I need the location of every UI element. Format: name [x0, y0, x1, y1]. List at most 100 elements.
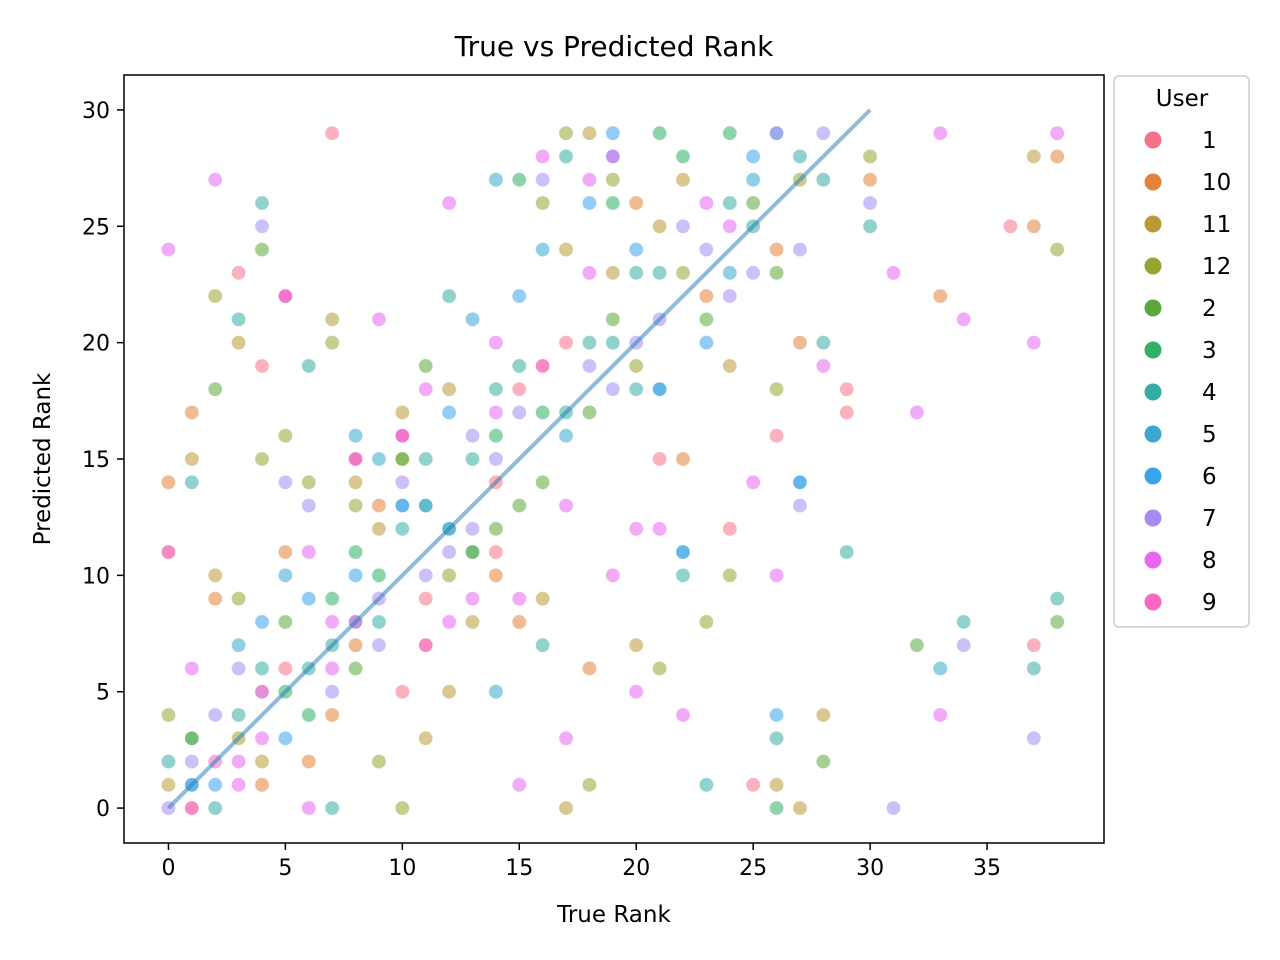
data-point-user-1: [839, 381, 855, 397]
data-point-user-7: [301, 497, 317, 514]
data-point-user-7: [722, 288, 738, 304]
data-point-user-8: [535, 148, 551, 165]
data-point-user-1: [768, 428, 785, 444]
data-point-user-2: [745, 195, 761, 211]
data-point-user-3: [371, 567, 387, 583]
data-point-user-10: [1026, 218, 1042, 234]
data-point-user-11: [207, 567, 223, 583]
data-point-user-4: [698, 777, 714, 793]
data-point-user-8: [885, 265, 902, 281]
data-point-user-3: [511, 172, 527, 188]
data-point-user-7: [768, 125, 785, 141]
data-point-user-11: [394, 404, 410, 421]
data-point-user-9: [418, 637, 434, 653]
data-point-user-5: [231, 637, 247, 653]
data-point-user-12: [394, 800, 410, 816]
legend-marker-user-4: [1144, 383, 1162, 401]
data-point-user-8: [909, 404, 925, 421]
x-axis: 0 5 10 15 20 25 30 35: [161, 843, 1001, 881]
legend-label-user-1: 1: [1202, 128, 1217, 154]
data-point-user-4: [839, 544, 855, 560]
data-point-user-2: [488, 521, 504, 537]
data-point-user-6: [254, 614, 270, 630]
data-point-user-3: [605, 195, 621, 211]
data-point-user-4: [418, 451, 434, 467]
data-point-user-7: [535, 172, 551, 188]
data-point-user-2: [581, 404, 598, 421]
x-tick-label: 20: [622, 856, 650, 881]
x-tick-label: 25: [739, 856, 767, 881]
data-point-user-8: [605, 567, 621, 583]
data-point-user-4: [862, 218, 878, 234]
data-point-user-9: [535, 358, 551, 374]
data-point-user-9: [277, 288, 293, 304]
data-point-user-1: [745, 777, 761, 793]
legend-marker-user-6: [1144, 467, 1162, 485]
data-point-user-8: [558, 497, 574, 514]
data-point-user-7: [464, 428, 481, 444]
data-point-user-2: [207, 381, 223, 397]
legend-marker-user-10: [1144, 173, 1162, 191]
data-point-user-7: [488, 451, 504, 467]
data-point-user-1: [558, 335, 574, 351]
data-point-user-9: [160, 544, 177, 560]
data-point-user-6: [652, 381, 668, 397]
legend-marker-user-7: [1144, 509, 1162, 527]
data-point-user-10: [301, 753, 317, 770]
data-point-user-2: [535, 474, 551, 490]
data-point-user-3: [347, 544, 364, 560]
legend-box: [1113, 75, 1250, 628]
data-point-user-10: [698, 288, 714, 304]
data-point-user-7: [464, 521, 481, 537]
data-point-user-11: [184, 451, 200, 467]
data-point-user-2: [909, 637, 925, 653]
data-point-user-4: [535, 637, 551, 653]
data-point-user-3: [464, 544, 481, 560]
data-point-user-3: [535, 404, 551, 421]
data-point-user-11: [558, 800, 574, 816]
data-point-user-11: [1026, 148, 1042, 165]
data-point-user-2: [1049, 614, 1065, 630]
x-tick-label: 30: [856, 856, 884, 881]
data-point-user-7: [815, 125, 831, 141]
data-point-user-6: [605, 125, 621, 141]
data-point-user-12: [628, 358, 644, 374]
data-point-user-12: [254, 451, 270, 467]
data-point-user-7: [956, 637, 972, 653]
legend-label-user-7: 7: [1202, 506, 1217, 532]
data-point-user-10: [1049, 148, 1065, 165]
data-point-user-8: [254, 730, 270, 746]
data-point-user-4: [792, 148, 808, 165]
data-point-user-8: [488, 335, 504, 351]
legend-label-user-8: 8: [1202, 548, 1217, 574]
data-point-user-8: [441, 614, 457, 630]
data-point-user-5: [558, 428, 574, 444]
legend-label-user-12: 12: [1202, 254, 1231, 280]
data-point-user-12: [558, 125, 574, 141]
y-axis: 0 5 10 15 20 25 30: [82, 99, 124, 822]
data-point-user-12: [160, 707, 177, 723]
data-point-user-1: [254, 358, 270, 374]
data-point-user-12: [535, 195, 551, 211]
data-point-user-10: [792, 335, 808, 351]
data-point-user-4: [815, 172, 831, 188]
data-point-user-7: [254, 218, 270, 234]
data-point-user-12: [371, 753, 387, 770]
data-point-user-1: [324, 125, 340, 141]
y-tick-label: 0: [96, 797, 110, 822]
data-point-user-7: [207, 707, 223, 723]
data-point-user-1: [1026, 637, 1042, 653]
data-point-user-6: [768, 707, 785, 723]
data-point-user-6: [675, 544, 691, 560]
data-point-user-8: [441, 195, 457, 211]
data-point-user-4: [231, 707, 247, 723]
data-point-user-10: [862, 172, 878, 188]
legend-marker-user-12: [1144, 257, 1162, 275]
data-point-user-4: [956, 614, 972, 630]
x-tick-label: 35: [973, 856, 1001, 881]
data-point-user-10: [254, 777, 270, 793]
legend-marker-user-3: [1144, 341, 1162, 359]
data-point-user-12: [347, 497, 364, 514]
data-point-user-6: [207, 777, 223, 793]
data-point-user-8: [652, 521, 668, 537]
